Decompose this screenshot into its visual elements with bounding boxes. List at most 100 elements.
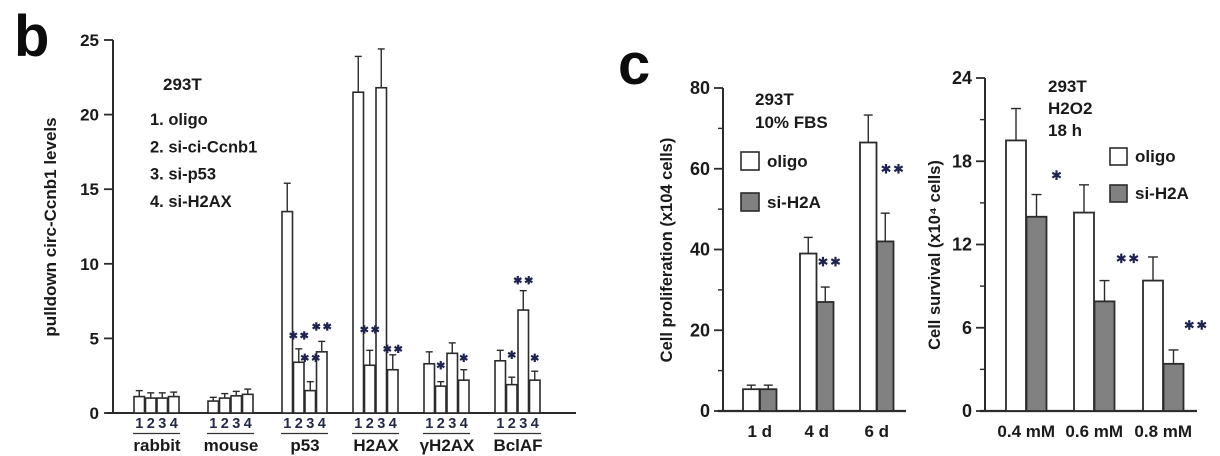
y-tick-label: 24	[952, 68, 972, 88]
bar	[457, 379, 470, 414]
bar	[386, 368, 399, 414]
annotation: 293T	[1048, 77, 1087, 96]
bar-number: 2	[437, 416, 445, 432]
sig-mark	[323, 322, 332, 331]
annotation: 18 h	[1048, 121, 1082, 140]
sig-mark	[300, 331, 309, 340]
sig-mark	[524, 276, 533, 285]
sig-mark	[383, 344, 392, 354]
group-label: mouse	[204, 436, 259, 455]
legend-label: si-H2A	[767, 193, 821, 212]
sig-mark	[311, 353, 320, 362]
group-label: γH2AX	[420, 436, 475, 455]
sig-stroke	[383, 345, 392, 352]
bar-number: 4	[244, 416, 252, 432]
bar-number: 2	[221, 416, 229, 432]
sig-stroke	[1129, 255, 1139, 262]
x-category-label: 0.6 mM	[1065, 422, 1123, 441]
sig-stroke	[394, 345, 403, 352]
bar	[230, 395, 243, 414]
group-label: p53	[290, 436, 319, 455]
x-category-label: 6 d	[864, 422, 889, 441]
bar-number: 1	[209, 416, 217, 432]
y-axis-label: Cell proliferation (x104 cells)	[658, 138, 676, 363]
y-tick-label: 25	[80, 31, 99, 50]
x-category-label: 1 d	[747, 422, 772, 441]
bar-number: 4	[170, 416, 178, 432]
sig-stroke	[1184, 321, 1194, 329]
bar	[446, 352, 459, 414]
sig-stroke	[360, 326, 369, 333]
y-tick-label: 12	[952, 235, 972, 255]
bar-number: 3	[448, 416, 456, 432]
y-tick-label: 20	[80, 106, 99, 125]
sig-stroke	[311, 354, 320, 361]
bar	[1073, 211, 1095, 412]
bar	[315, 351, 328, 414]
sig-mark	[360, 325, 369, 334]
sig-mark	[818, 256, 828, 267]
bar-number: 1	[425, 416, 433, 432]
sig-stroke	[323, 323, 332, 330]
bar	[517, 309, 530, 414]
sig-stroke	[459, 354, 468, 361]
bar	[167, 395, 180, 414]
chart-cell-proliferation: 0 20 40 60 80 Cell proliferation (x104 cells)…	[658, 78, 906, 441]
legend-swatch	[740, 151, 760, 171]
y-axis-label: pulldown circ-Ccnb1 levels	[41, 117, 60, 336]
bar	[434, 385, 447, 414]
bar-number: 2	[147, 416, 155, 432]
chart-cell-survival: 0 6 12 18 24 Cell survival (x10⁴ cells) 293T H2…	[926, 68, 1207, 441]
x-category-label: 0.4 mM	[997, 422, 1055, 441]
group-label: BclAF	[493, 436, 542, 455]
bar	[528, 379, 541, 414]
sig-mark	[1197, 320, 1207, 330]
bar	[156, 397, 169, 414]
bar-number: 1	[354, 416, 362, 432]
group-label: rabbit	[133, 436, 181, 455]
y-tick-label: 60	[690, 159, 710, 179]
bar	[218, 397, 231, 414]
legend-swatch	[1109, 147, 1128, 166]
sig-stroke	[289, 332, 298, 339]
y-tick-label: 5	[90, 329, 99, 348]
bar	[859, 141, 878, 412]
legend-swatch	[740, 192, 760, 212]
group-label: H2AX	[353, 436, 399, 455]
sig-stroke	[513, 277, 522, 284]
bar	[133, 395, 146, 414]
bar	[1025, 215, 1048, 412]
bar	[759, 388, 778, 412]
bar	[1093, 300, 1116, 412]
y-tick-label: 0	[700, 401, 710, 421]
sig-mark	[530, 353, 539, 362]
sig-stroke	[530, 354, 539, 361]
sig-mark	[436, 361, 445, 370]
bar	[352, 91, 365, 414]
legend-label: oligo	[767, 152, 808, 171]
y-tick-label: 40	[690, 240, 710, 260]
sig-mark	[881, 163, 891, 174]
sig-mark	[1184, 320, 1194, 330]
sig-stroke	[818, 258, 828, 265]
bar	[292, 361, 305, 414]
bar	[799, 252, 818, 412]
sig-mark	[507, 350, 516, 360]
sig-mark	[1051, 170, 1062, 180]
annotation: 10% FBS	[755, 113, 828, 132]
sig-stroke	[507, 351, 516, 358]
sig-mark	[300, 353, 309, 362]
y-tick-label: 10	[80, 255, 99, 274]
bar	[816, 301, 835, 412]
bar	[1005, 139, 1027, 412]
sig-stroke	[1116, 255, 1126, 262]
y-tick-label: 18	[952, 151, 972, 171]
y-axis-label: Cell survival (x10⁴ cells)	[926, 160, 944, 350]
sig-mark	[371, 325, 380, 334]
bar-number: 3	[519, 416, 527, 432]
y-tick-label: 15	[80, 180, 99, 199]
annotation-condition-key: 3. si-p53	[150, 166, 216, 184]
annotation-cell-line: 293T	[163, 75, 202, 94]
bar-number: 3	[158, 416, 166, 432]
legend-label: si-H2A	[1135, 184, 1189, 203]
